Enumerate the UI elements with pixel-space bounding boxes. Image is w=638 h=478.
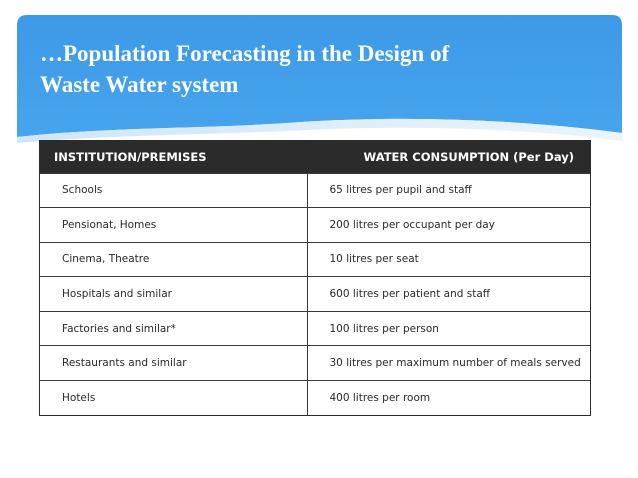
consumption-cell: 100 litres per person — [307, 310, 590, 346]
table-row: Pensionat, Homes 200 litres per occupant… — [40, 207, 590, 243]
consumption-cell: 600 litres per patient and staff — [307, 276, 590, 312]
table-row: Restaurants and similar 30 litres per ma… — [40, 345, 590, 381]
table-row: Hotels 400 litres per room — [40, 379, 590, 415]
banner-wave-shape — [17, 15, 622, 143]
table-header-row: INSTITUTION/PREMISES WATER CONSUMPTION (… — [40, 141, 590, 173]
consumption-cell: 400 litres per room — [307, 379, 590, 415]
table-row: Schools 65 litres per pupil and staff — [40, 172, 590, 208]
institution-cell: Hospitals and similar — [40, 276, 308, 312]
institution-cell: Pensionat, Homes — [40, 207, 308, 243]
consumption-cell: 200 litres per occupant per day — [307, 207, 590, 243]
table-row: Hospitals and similar 600 litres per pat… — [40, 276, 590, 312]
title-banner — [17, 15, 622, 155]
water-consumption-table: INSTITUTION/PREMISES WATER CONSUMPTION (… — [39, 140, 591, 416]
institution-cell: Restaurants and similar — [40, 345, 308, 381]
consumption-cell: 10 litres per seat — [307, 241, 590, 277]
institution-cell: Schools — [40, 172, 308, 208]
institution-cell: Hotels — [40, 379, 308, 415]
institution-cell: Cinema, Theatre — [40, 241, 308, 277]
table-row: Factories and similar* 100 litres per pe… — [40, 310, 590, 346]
institution-cell: Factories and similar* — [40, 310, 308, 346]
consumption-cell: 30 litres per maximum number of meals se… — [307, 345, 590, 381]
column-header-water-consumption: WATER CONSUMPTION (Per Day) — [307, 141, 590, 173]
column-header-institution: INSTITUTION/PREMISES — [40, 141, 307, 173]
table-row: Cinema, Theatre 10 litres per seat — [40, 241, 590, 277]
consumption-cell: 65 litres per pupil and staff — [307, 172, 590, 208]
slide-title: …Population Forecasting in the Design of… — [40, 41, 450, 97]
